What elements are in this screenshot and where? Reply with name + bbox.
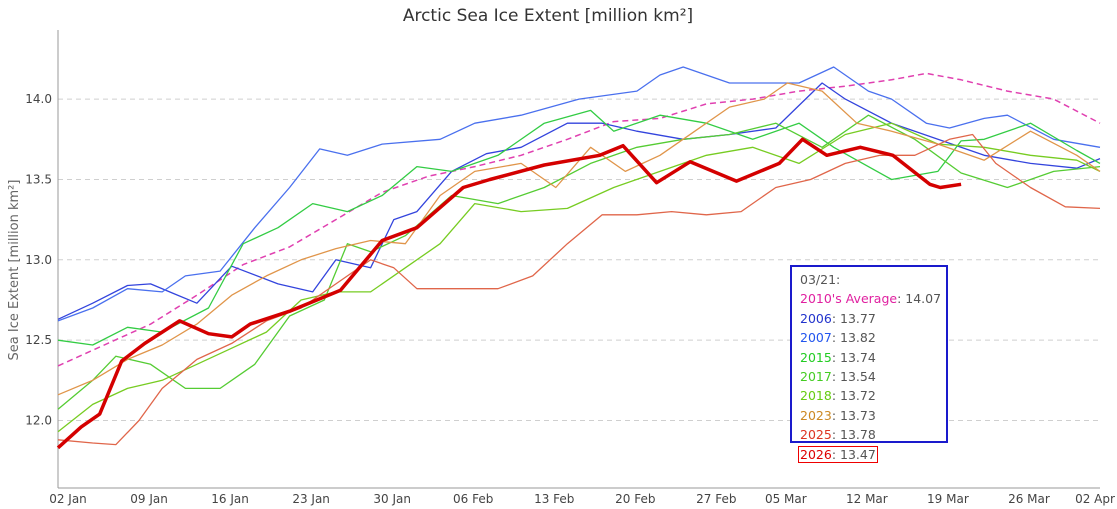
series-line-2017	[57, 114, 1101, 410]
series-line-2023	[57, 82, 1101, 396]
y-tick-label: 12.5	[25, 333, 52, 347]
x-tick-label: 12 Mar	[846, 492, 888, 506]
y-tick-labels: 12.0 12.5 13.0 13.5 14.0	[25, 92, 52, 427]
tooltip-entry: 2018: 13.72	[800, 386, 946, 405]
y-tick-label: 12.0	[25, 414, 52, 428]
tooltip-series-value: : 13.54	[831, 368, 876, 384]
tooltip-series-value: : 13.73	[831, 407, 876, 423]
tooltip-series-value: : 13.72	[831, 388, 876, 404]
tooltip-series-name: 2026	[800, 446, 832, 462]
series-line-2015	[57, 109, 1101, 346]
series-lines	[56, 66, 1101, 450]
tooltip-series-name: 2018	[800, 388, 832, 404]
tooltip-entry: 2006: 13.77	[800, 309, 946, 328]
x-tick-label: 02 Apr	[1075, 492, 1115, 506]
tooltip-series-value: : 13.78	[831, 427, 876, 443]
tooltip-entry: 2015: 13.74	[800, 348, 946, 367]
x-tick-label: 26 Mar	[1008, 492, 1050, 506]
x-tick-label: 23 Jan	[292, 492, 330, 506]
tooltip-series-name: 2025	[800, 427, 832, 443]
y-axis-label: Sea Ice Extent [million km²]	[7, 180, 22, 361]
x-tick-label: 02 Jan	[49, 492, 87, 506]
x-tick-label: 09 Jan	[130, 492, 168, 506]
series-line-2006	[57, 82, 1101, 320]
x-tick-label: 30 Jan	[373, 492, 411, 506]
tooltip-series-value: : 13.82	[831, 330, 876, 346]
tooltip-series-name: 2017	[800, 368, 832, 384]
x-tick-label: 13 Feb	[534, 492, 574, 506]
tooltip-series-name: 2007	[800, 330, 832, 346]
y-tick-label: 14.0	[25, 92, 52, 106]
series-line-2018	[57, 122, 1101, 433]
tooltip-entry: 2007: 13.82	[800, 328, 946, 347]
x-tick-label: 20 Feb	[615, 492, 655, 506]
tooltip-entry: 2023: 13.73	[800, 406, 946, 425]
x-tick-label: 27 Feb	[696, 492, 736, 506]
tooltip-entry: 2017: 13.54	[800, 367, 946, 386]
x-tick-labels: 02 Jan 09 Jan 16 Jan 23 Jan 30 Jan 06 Feb 13 F…	[49, 492, 1115, 506]
tooltip-series-name: 2010's Average	[800, 291, 898, 307]
x-tick-label: 06 Feb	[453, 492, 493, 506]
hover-tooltip: 03/21: 2010's Average: 14.07 2006: 13.77 2…	[790, 265, 948, 463]
series-line-2007	[57, 66, 1101, 322]
series-line-2010-s-average	[57, 72, 1101, 367]
tooltip-series-name: 2015	[800, 349, 832, 365]
tooltip-series-value: : 14.07	[897, 291, 942, 307]
tooltip-series-name: 2006	[800, 310, 832, 326]
tooltip-entry: 2010's Average: 14.07	[800, 289, 946, 308]
series-line-2026	[56, 137, 962, 450]
x-tick-label: 05 Mar	[765, 492, 807, 506]
tooltip-series-name: 2023	[800, 407, 832, 423]
tooltip-entry: 2026: 13.47	[798, 445, 946, 464]
x-tick-label: 19 Mar	[927, 492, 969, 506]
tooltip-series-value: : 13.47	[831, 446, 876, 462]
tooltip-entry: 2025: 13.78	[800, 425, 946, 444]
x-tick-label: 16 Jan	[211, 492, 249, 506]
tooltip-series-value: : 13.77	[831, 310, 876, 326]
series-line-2025	[57, 133, 1101, 446]
tooltip-series-value: : 13.74	[831, 349, 876, 365]
tooltip-date: 03/21:	[800, 272, 841, 287]
y-tick-label: 13.0	[25, 253, 52, 267]
chart-title: Arctic Sea Ice Extent [million km²]	[403, 6, 693, 26]
y-tick-label: 13.5	[25, 172, 52, 186]
